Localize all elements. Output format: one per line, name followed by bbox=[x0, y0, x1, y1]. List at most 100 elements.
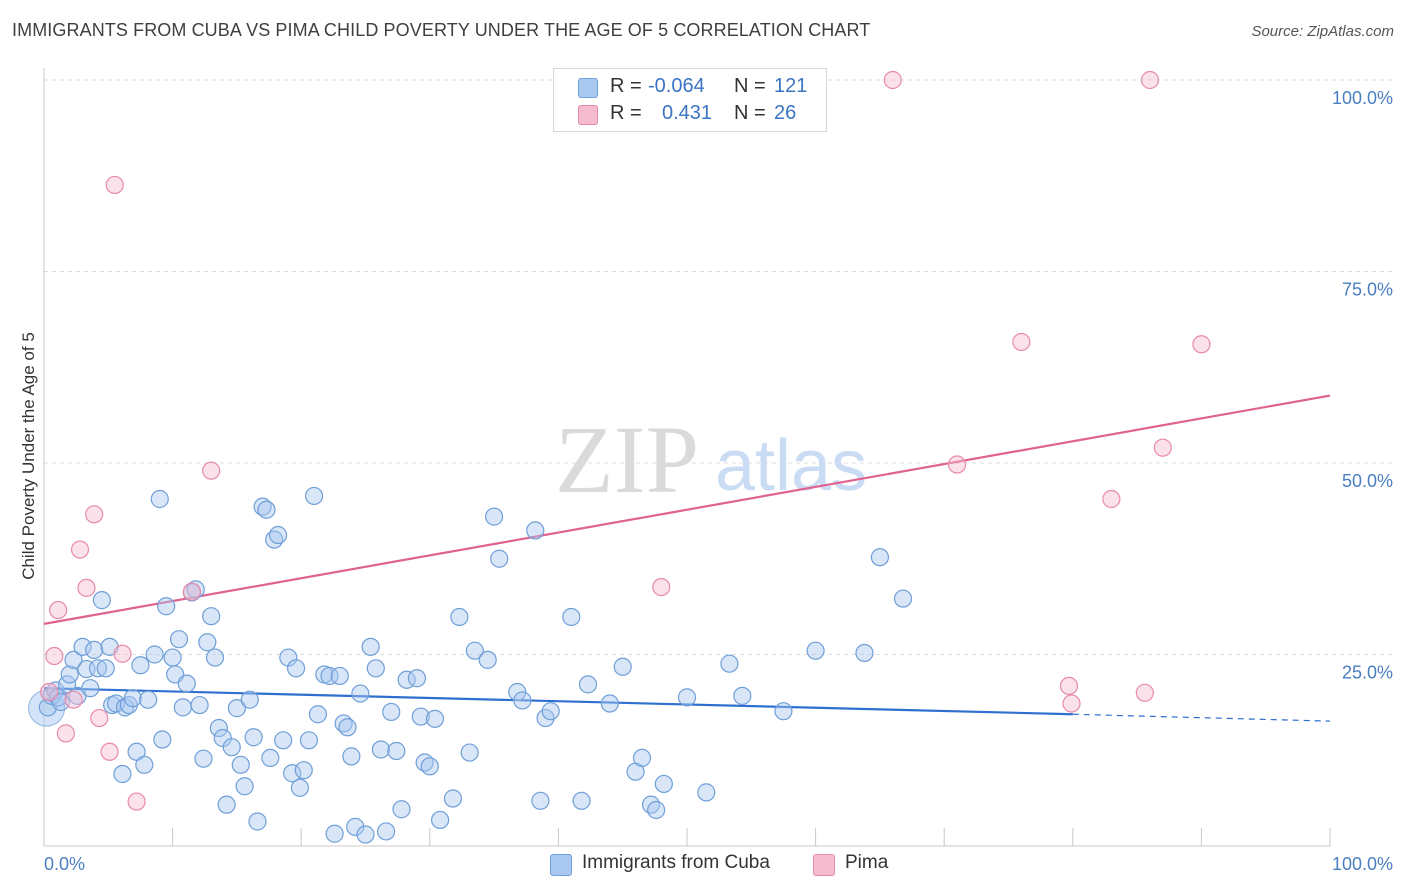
cuba-point bbox=[641, 795, 661, 814]
cuba-point bbox=[261, 748, 280, 768]
cuba-point bbox=[460, 743, 479, 762]
cuba-point bbox=[382, 702, 401, 722]
legend-n-label: N = bbox=[734, 102, 766, 124]
chart-title: IMMIGRANTS FROM CUBA VS PIMA CHILD POVER… bbox=[12, 20, 871, 40]
pima-point bbox=[1192, 335, 1211, 354]
cuba-point bbox=[465, 641, 484, 660]
watermark-zip: ZIP bbox=[555, 406, 699, 513]
pima-point bbox=[1059, 676, 1079, 696]
cuba-point bbox=[490, 549, 509, 568]
pima-point bbox=[105, 175, 124, 195]
cuba-point bbox=[198, 633, 217, 652]
cuba-point bbox=[325, 824, 344, 843]
cuba-point bbox=[240, 690, 259, 709]
cuba-point bbox=[632, 748, 652, 768]
pima-point bbox=[100, 742, 119, 761]
pima-point bbox=[49, 600, 68, 620]
cuba-point bbox=[286, 659, 306, 678]
pima-point bbox=[883, 70, 902, 90]
legend-swatch-pima bbox=[578, 105, 598, 125]
cuba-point bbox=[513, 691, 532, 710]
cuba-point bbox=[392, 800, 411, 819]
cuba-point bbox=[320, 666, 339, 686]
cuba-point bbox=[893, 589, 913, 608]
cuba-point bbox=[361, 637, 380, 656]
x-tick-label-max: 100.0% bbox=[1332, 854, 1393, 874]
pima-point bbox=[90, 708, 109, 728]
cuba-point bbox=[88, 659, 108, 678]
y-tick-label: 25.0% bbox=[1342, 663, 1393, 683]
pima-point bbox=[1012, 332, 1031, 352]
cuba-point bbox=[351, 684, 370, 703]
pima-point bbox=[182, 582, 201, 601]
cuba-point bbox=[647, 800, 666, 820]
y-tick-label: 50.0% bbox=[1342, 471, 1393, 491]
legend-n-value: 26 bbox=[774, 102, 797, 124]
source-credit: Source: ZipAtlas.com bbox=[1251, 23, 1394, 40]
cuba-point bbox=[450, 607, 469, 627]
y-tick-label: 100.0% bbox=[1332, 88, 1393, 108]
pima-point bbox=[77, 578, 96, 597]
pima-point bbox=[40, 682, 59, 702]
pima-point bbox=[56, 724, 75, 743]
cuba-point bbox=[308, 705, 328, 724]
bottom-legend-label-pima: Pima bbox=[845, 852, 889, 873]
cuba-point bbox=[366, 659, 385, 678]
cuba-point bbox=[257, 500, 276, 519]
cuba-point bbox=[173, 698, 192, 717]
pima-point bbox=[70, 540, 90, 559]
y-tick-label: 75.0% bbox=[1342, 280, 1393, 300]
legend-swatch-cuba bbox=[578, 78, 598, 98]
pima-trend-line bbox=[43, 394, 1331, 625]
cuba-point bbox=[443, 789, 463, 808]
legend-r-value: -0.064 bbox=[648, 75, 705, 97]
cuba-point bbox=[720, 654, 739, 673]
bottom-legend-swatch-pima bbox=[813, 854, 835, 876]
cuba-point bbox=[177, 674, 196, 693]
cuba-point bbox=[541, 702, 560, 721]
cuba-point bbox=[430, 810, 450, 830]
cuba-point bbox=[209, 718, 228, 738]
cuba-point bbox=[290, 778, 310, 797]
cuba-point bbox=[194, 749, 213, 768]
cuba-point bbox=[131, 656, 150, 675]
cuba-point bbox=[407, 669, 427, 688]
cuba-point bbox=[235, 777, 254, 796]
cuba-point bbox=[733, 686, 752, 705]
cuba-point bbox=[145, 645, 164, 664]
cuba-point bbox=[169, 630, 189, 649]
cuba-point bbox=[299, 731, 319, 750]
cuba-point bbox=[113, 764, 132, 784]
cuba-points bbox=[28, 486, 913, 844]
cuba-point bbox=[697, 783, 716, 802]
cuba-point bbox=[677, 688, 697, 707]
cuba-point bbox=[870, 548, 890, 567]
cuba-point bbox=[346, 817, 365, 836]
cuba-point bbox=[135, 755, 154, 774]
pima-point bbox=[1153, 438, 1172, 457]
pima-point bbox=[947, 455, 967, 474]
bottom-legend-swatch-cuba bbox=[550, 854, 572, 876]
cuba-point bbox=[222, 738, 241, 757]
cuba-point bbox=[217, 795, 236, 814]
pima-point bbox=[85, 505, 104, 524]
watermark-atlas: atlas bbox=[715, 426, 867, 506]
legend-n-value: 121 bbox=[774, 75, 808, 97]
y-axis-title: Child Poverty Under the Age of 5 bbox=[19, 332, 38, 580]
legend-n-label: N = bbox=[734, 75, 766, 97]
y-tick-labels: 25.0% 50.0% 75.0% 100.0% bbox=[1332, 88, 1393, 683]
cuba-point bbox=[153, 730, 172, 749]
cuba-point bbox=[304, 486, 324, 506]
gridlines bbox=[44, 79, 1394, 655]
pima-point bbox=[45, 646, 64, 666]
cuba-point bbox=[92, 591, 111, 610]
pima-point bbox=[127, 792, 146, 811]
cuba-point bbox=[248, 812, 267, 831]
pima-points bbox=[40, 70, 1211, 811]
cuba-point bbox=[139, 690, 158, 709]
cuba-point bbox=[485, 507, 504, 526]
cuba-point bbox=[268, 525, 288, 545]
cuba-point bbox=[227, 699, 246, 718]
cuba-point bbox=[774, 702, 793, 721]
